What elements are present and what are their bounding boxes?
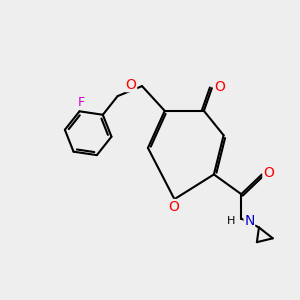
Text: F: F xyxy=(77,96,85,109)
Text: O: O xyxy=(168,200,179,214)
Text: H: H xyxy=(227,216,236,226)
Text: N: N xyxy=(244,214,255,228)
Text: O: O xyxy=(214,80,225,94)
Text: O: O xyxy=(263,166,274,180)
Text: O: O xyxy=(126,78,136,92)
